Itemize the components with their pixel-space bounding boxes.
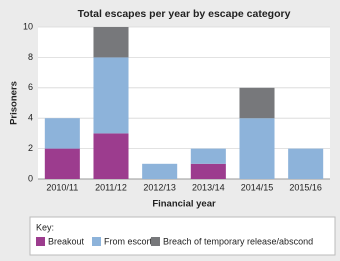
y-tick-label: 0 (28, 173, 33, 183)
y-tick-label: 6 (28, 82, 33, 92)
bar-segment (93, 133, 129, 179)
legend-label: Breach of temporary release/abscond (163, 236, 313, 246)
plot-area (38, 27, 330, 179)
x-tick-label: 2010/11 (46, 182, 78, 192)
y-tick-label: 2 (28, 143, 33, 153)
bar-segment (288, 148, 324, 179)
y-tick-label: 4 (28, 113, 33, 123)
bar-segment (239, 118, 275, 179)
chart-title: Total escapes per year by escape categor… (78, 8, 291, 20)
x-tick-label: 2014/15 (241, 182, 274, 192)
bar-segment (190, 148, 226, 164)
y-axis-title: Prisoners (9, 81, 20, 125)
x-tick-label: 2011/12 (95, 182, 127, 192)
bar-segment (93, 27, 129, 58)
y-tick-label: 10 (23, 21, 33, 31)
legend-swatch (36, 237, 45, 246)
x-tick-label: 2015/16 (289, 182, 322, 192)
y-tick-label: 8 (28, 52, 33, 62)
bar-segment (239, 87, 275, 119)
legend-swatch (151, 237, 160, 246)
legend-box (29, 216, 336, 256)
bar-segment (44, 148, 80, 179)
legend-label: From escort (104, 236, 153, 246)
legend-swatch (92, 237, 101, 246)
bar-segment (93, 57, 129, 134)
bar-segment (142, 163, 178, 179)
x-tick-label: 2013/14 (192, 182, 225, 192)
legend-title: Key: (36, 222, 54, 232)
bar-segment (190, 163, 226, 179)
legend-label: Breakout (48, 236, 85, 246)
x-tick-label: 2012/13 (143, 182, 176, 192)
x-axis-title: Financial year (152, 199, 216, 210)
bar-segment (44, 118, 80, 149)
